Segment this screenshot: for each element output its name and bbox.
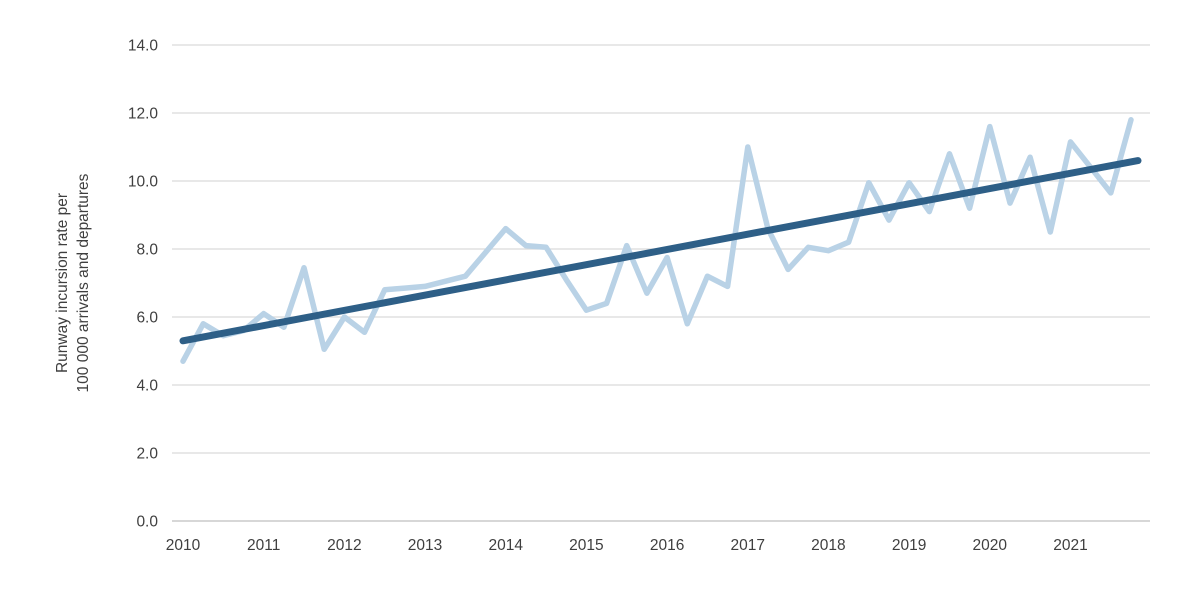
y-axis-title-line2: 100 000 arrivals and departures [75, 173, 92, 392]
quarterly-rate-line [180, 117, 1134, 364]
y-axis-title-line1: Runway incursion rate per [54, 193, 71, 373]
x-tick-label: 2016 [650, 537, 684, 554]
y-tick-label: 14.0 [128, 38, 159, 55]
x-tick-label: 2020 [973, 537, 1008, 554]
x-tick-label: 2013 [408, 537, 442, 554]
trend-line [179, 157, 1142, 345]
x-tick-label: 2012 [327, 537, 361, 554]
y-tick-label: 12.0 [128, 106, 159, 123]
gridlines-group [172, 44, 1150, 522]
y-axis-tick-labels: 0.0 2.0 4.0 6.0 8.0 10.0 12.0 14.0 [128, 38, 159, 531]
y-tick-label: 0.0 [136, 514, 158, 531]
x-tick-label: 2015 [569, 537, 603, 554]
x-tick-label: 2021 [1053, 537, 1087, 554]
x-tick-label: 2010 [166, 537, 201, 554]
y-tick-label: 10.0 [128, 174, 159, 191]
y-tick-label: 2.0 [136, 446, 158, 463]
x-tick-label: 2018 [811, 537, 845, 554]
y-axis-title: Runway incursion rate per 100 000 arriva… [54, 173, 92, 392]
series-group [179, 117, 1142, 364]
x-axis-tick-labels: 2010 2011 2012 2013 2014 2015 2016 2017 2018 2019… [166, 537, 1088, 554]
x-tick-label: 2019 [892, 537, 926, 554]
y-tick-label: 4.0 [136, 378, 158, 395]
x-tick-label: 2017 [731, 537, 765, 554]
x-tick-label: 2014 [488, 537, 523, 554]
x-tick-label: 2011 [247, 537, 280, 554]
y-tick-label: 6.0 [136, 310, 158, 327]
y-tick-label: 8.0 [136, 242, 158, 259]
